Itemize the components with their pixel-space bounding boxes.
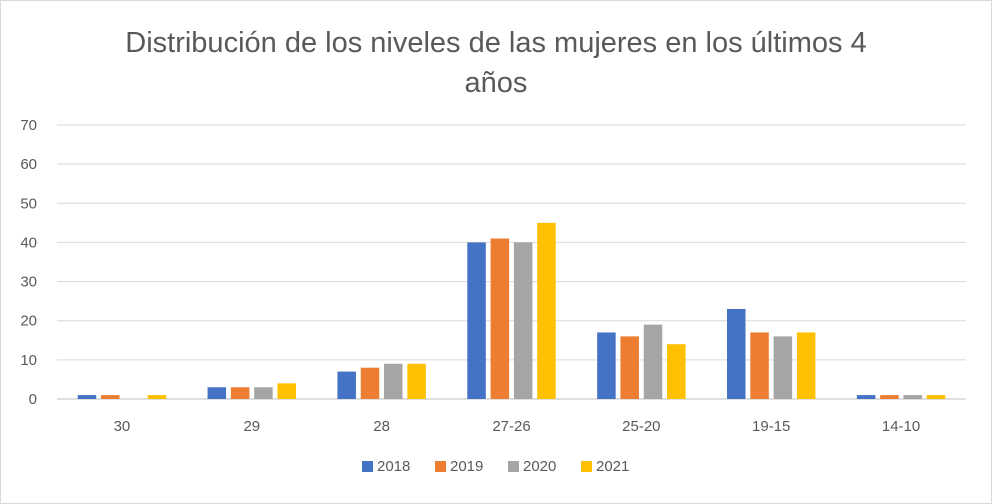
bar-2021-28 xyxy=(407,363,426,399)
y-tick-label: 20 xyxy=(20,313,37,330)
y-tick-label: 50 xyxy=(20,195,37,212)
y-tick-label: 0 xyxy=(29,391,37,408)
bar-2018-19-15 xyxy=(727,308,746,399)
legend-label-2019: 2019 xyxy=(450,458,483,475)
bar-2020-29 xyxy=(254,387,273,399)
bar-2021-30 xyxy=(147,395,167,399)
legend-label-2020: 2020 xyxy=(523,458,556,475)
x-tick-label: 19-15 xyxy=(752,418,790,435)
legend-swatch-2020 xyxy=(508,461,519,472)
bar-2018-28 xyxy=(337,371,356,399)
bar-2020-19-15 xyxy=(773,336,793,399)
bar-2018-25-20 xyxy=(597,332,616,399)
bar-2021-27-26 xyxy=(537,222,556,399)
bar-2020-14-10 xyxy=(903,395,922,399)
bar-2021-14-10 xyxy=(926,395,946,399)
x-tick-label: 29 xyxy=(243,418,260,435)
bar-2019-29 xyxy=(230,387,250,399)
y-tick-label: 10 xyxy=(20,352,37,369)
legend-swatch-2019 xyxy=(435,461,446,472)
bar-2018-27-26 xyxy=(467,242,486,399)
chart-title-line-1: Distribución de los niveles de las mujer… xyxy=(125,27,867,59)
bar-2019-25-20 xyxy=(620,336,639,399)
x-tick-label: 14-10 xyxy=(882,418,920,435)
bar-2021-19-15 xyxy=(796,332,816,399)
y-axis: 0 10 20 30 40 50 60 70 xyxy=(20,117,37,408)
bar-2018-30 xyxy=(77,395,97,399)
bar-2019-27-26 xyxy=(490,238,510,399)
bar-2019-14-10 xyxy=(880,395,899,399)
bar-2018-14-10 xyxy=(856,395,876,399)
x-tick-label: 25-20 xyxy=(622,418,660,435)
bar-2020-27-26 xyxy=(513,242,533,399)
chart-title-line-2: años xyxy=(464,67,528,99)
bar-2018-29 xyxy=(207,387,227,399)
y-tick-label: 60 xyxy=(20,156,37,173)
x-tick-label: 27-26 xyxy=(492,418,530,435)
gridlines xyxy=(57,124,966,400)
bar-2020-25-20 xyxy=(643,324,663,399)
bar-2019-28 xyxy=(360,367,380,399)
x-tick-label: 28 xyxy=(373,418,390,435)
legend-swatch-2018 xyxy=(362,461,373,472)
bar-2020-28 xyxy=(384,363,403,399)
bar-2021-29 xyxy=(277,383,296,399)
bar-2019-30 xyxy=(101,395,120,399)
bar-2021-25-20 xyxy=(667,344,686,399)
y-tick-label: 70 xyxy=(20,117,37,134)
chart-title: Distribución de los niveles de las mujer… xyxy=(1,23,991,103)
y-tick-label: 40 xyxy=(20,234,37,251)
bars xyxy=(77,222,946,399)
legend-swatch-2021 xyxy=(581,461,592,472)
x-axis: 30 29 28 27-26 25-20 19-15 14-10 xyxy=(114,418,921,435)
y-tick-label: 30 xyxy=(20,274,37,291)
legend-label-2021: 2021 xyxy=(596,458,629,475)
legend-label-2018: 2018 xyxy=(377,458,410,475)
bar-2019-19-15 xyxy=(750,332,769,399)
legend: 2018 2019 2020 2021 xyxy=(362,458,629,475)
x-tick-label: 30 xyxy=(114,418,131,435)
